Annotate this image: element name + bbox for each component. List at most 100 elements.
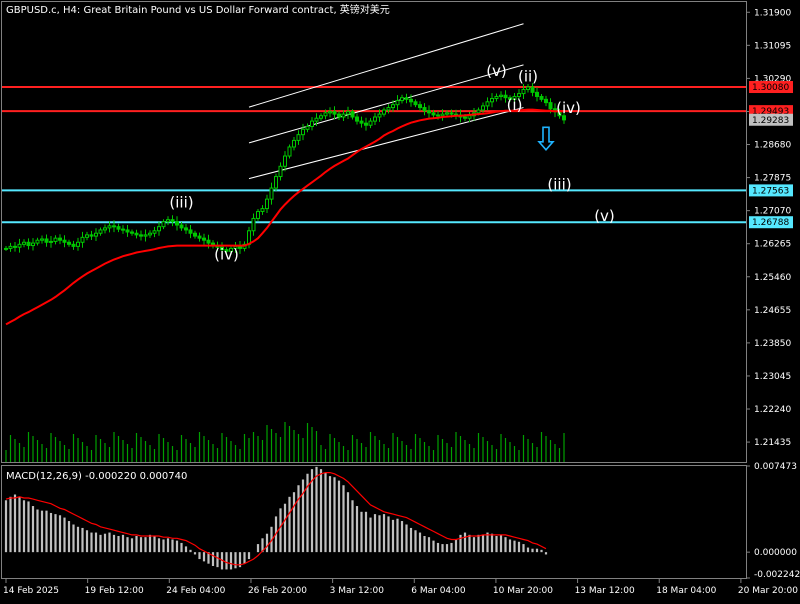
candle-body [125,229,130,233]
candle-body [26,241,31,247]
price-tick-label: 1.31900 [754,8,791,18]
candle-body [67,241,71,245]
candle-body [346,111,350,115]
candle-body [35,239,40,244]
candle-body [440,113,445,117]
macd-panel[interactable] [4,466,548,570]
candle-body [166,219,170,223]
time-tick-label: 19 Feb 12:00 [85,586,144,596]
candle-body [278,165,283,178]
price-levels [2,86,746,224]
channel-line-lower [248,107,524,180]
time-tick-label: 13 Mar 12:00 [575,586,635,596]
time-tick-label: 10 Mar 20:00 [493,586,553,596]
candle-body [80,236,85,243]
candle-body [179,224,184,229]
candle-body [260,208,265,212]
price-tick-label: 1.23045 [754,372,791,382]
candle-body [71,243,76,247]
price-tick-label: 1.24655 [754,306,791,316]
candle-body [386,107,391,111]
trend-channel [248,23,524,180]
candle-body [256,210,260,219]
candle-body [508,97,512,100]
candle-body [526,86,530,90]
wave-labels: (iii) (iv) (v) (ii) (i) (iv) (iii) (v) [169,62,614,264]
candle-body [85,234,89,238]
candle-body [130,231,134,234]
candle-body [296,134,301,141]
candle-body [116,226,121,230]
main-pane-frame [1,1,747,463]
candle-body [512,95,517,100]
candle-body [476,109,481,114]
candle-body [4,247,8,250]
candle-body [44,238,49,243]
candle-body [467,115,472,119]
candle-body [301,128,305,136]
candle-body [292,139,296,148]
candle-body [337,113,341,118]
price-tick-label: 1.31095 [754,41,791,51]
price-axis[interactable]: 1.319001.310951.302901.294851.286801.278… [746,8,793,448]
candle-body [40,238,44,241]
time-tick-label: 3 Mar 12:00 [330,586,385,596]
candle-body [8,245,13,249]
candle-body [328,111,332,114]
wave-label: (iii) [547,176,571,194]
price-tick-label: 1.30290 [754,74,791,84]
candle-body [89,234,94,237]
candle-body [517,93,521,97]
candle-body [269,187,274,200]
candle-body [22,241,26,245]
candle-body [535,91,539,97]
candle-body [548,102,553,110]
candle-body [544,98,548,104]
current-price-badge [749,113,793,126]
volume-bars [5,422,565,462]
down-arrow-icon [537,126,555,152]
candle-body [373,116,377,122]
time-tick-label: 20 Mar 20:00 [738,586,798,596]
candle-body [76,241,80,247]
candle-body [58,237,62,241]
candle-body [148,232,152,236]
candles [4,83,566,255]
time-tick-label: 24 Feb 04:00 [166,586,225,596]
candle-body [220,246,224,251]
wave-label: (v) [486,62,507,80]
candle-body [427,110,431,114]
candle-body [251,217,256,232]
candle-body [368,120,373,126]
candle-body [283,155,287,167]
wave-label: (iv) [214,246,239,264]
wave-label: (i) [507,96,523,114]
candle-body [202,237,206,241]
candle-body [31,242,35,247]
candle-body [490,98,494,103]
candle-body [305,125,310,130]
price-level-badge-label: 1.30080 [752,83,789,93]
candle-body [206,239,211,244]
candle-body [463,116,467,119]
candle-body [224,249,229,252]
price-tick-label: 1.28680 [754,141,791,151]
candle-body [62,239,67,243]
candle-body [499,94,503,97]
price-level-badge [749,216,793,229]
candle-body [265,198,269,210]
candle-body [94,232,98,237]
chart-title: GBPUSD.c, H4: Great Britain Pound vs US … [6,3,390,16]
price-tick-label: 1.25460 [754,273,791,283]
macd-tick-label: 0.000000 [754,548,797,558]
candle-body [359,120,364,124]
candle-body [134,232,139,236]
time-axis[interactable]: 14 Feb 2025 19 Feb 12:00 24 Feb 04:00 26 Fe… [3,579,798,596]
moving-average [5,108,564,326]
candle-body [382,109,386,115]
price-level-badge-label: 1.29493 [752,107,789,117]
candle-body [161,221,166,228]
candle-body [175,221,179,226]
